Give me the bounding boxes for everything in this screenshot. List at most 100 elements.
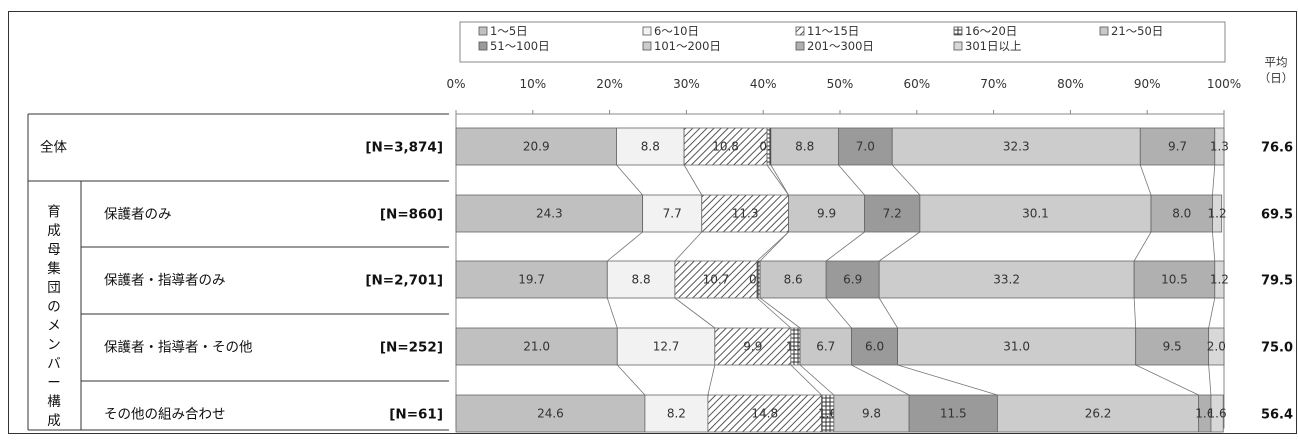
data-label: 21.0	[523, 340, 550, 354]
data-label: 24.6	[537, 407, 564, 421]
data-label: 1.2	[1210, 273, 1229, 287]
data-label: 11.5	[940, 407, 967, 421]
data-label: 33.2	[993, 273, 1020, 287]
row-n: [N=61]	[389, 407, 443, 423]
series-connector	[878, 297, 898, 329]
bar-segment	[919, 194, 1152, 233]
data-label: 7.7	[663, 207, 682, 221]
legend-swatch	[642, 41, 652, 51]
bar-segment	[455, 327, 618, 366]
bar-segment	[616, 127, 685, 166]
legend-swatch	[953, 41, 963, 51]
data-label: 8.6	[784, 273, 803, 287]
series-connector	[897, 364, 998, 396]
group-label-char: 集	[47, 261, 61, 277]
avg-value: 79.5	[1261, 274, 1293, 289]
group-label-char: 構	[47, 394, 61, 410]
data-label: 26.2	[1085, 407, 1112, 421]
bar-segment	[1212, 194, 1223, 233]
bar-segment	[1214, 127, 1225, 166]
series-connector	[1133, 297, 1137, 329]
bar-segment	[788, 194, 865, 233]
legend-swatch	[795, 26, 805, 36]
bar-segment	[642, 194, 703, 233]
outer-frame	[8, 11, 1297, 434]
group-label-char: メ	[47, 318, 61, 334]
group-label-char: バ	[47, 356, 61, 372]
legend-label: 101〜200日	[654, 39, 721, 53]
data-label: 8.2	[667, 407, 686, 421]
bar-segment	[864, 194, 921, 233]
data-label: 9.9	[743, 340, 762, 354]
row-n: [N=2,701]	[365, 273, 443, 289]
series-connector	[756, 297, 792, 329]
series-connector	[770, 164, 789, 196]
bar-segment	[714, 327, 792, 366]
data-label: 1.3	[1210, 140, 1229, 154]
row-label: 保護者のみ	[104, 207, 172, 223]
avg-value: 69.5	[1261, 208, 1293, 223]
series-connector	[759, 231, 789, 262]
series-connector	[683, 164, 703, 196]
data-label: 10.7	[703, 273, 730, 287]
series-connector	[825, 297, 852, 329]
data-label: 2.0	[1207, 340, 1226, 354]
bar-segment	[455, 194, 644, 233]
bar-segment	[606, 260, 676, 299]
bar-segment	[1135, 327, 1210, 366]
group-label-char: ン	[47, 337, 61, 353]
data-label: 24.3	[536, 207, 563, 221]
x-tick-label: 50%	[827, 77, 854, 91]
x-tick-label: 40%	[750, 77, 777, 91]
legend-swatch	[1099, 26, 1109, 36]
group-label-char: 成	[47, 223, 61, 239]
legend-label: 6〜10日	[654, 24, 699, 38]
legend-swatch	[795, 41, 805, 51]
bar-segment	[455, 394, 646, 433]
group-label-char: の	[47, 299, 61, 315]
series-connector	[616, 364, 646, 396]
data-label: 6.0	[865, 340, 884, 354]
data-label: 1.6	[818, 407, 837, 421]
group-label-char: 団	[47, 280, 61, 296]
avg-value: 75.0	[1261, 341, 1293, 356]
bar-segment	[833, 394, 910, 433]
bar-segment	[997, 394, 1200, 433]
avg-value: 56.4	[1261, 408, 1293, 423]
legend-swatch	[478, 26, 488, 36]
bar-segment	[897, 327, 1137, 366]
series-connector	[616, 164, 643, 196]
legend-swatch	[478, 41, 488, 51]
bar-segment	[759, 260, 827, 299]
data-label: 9.5	[1163, 340, 1182, 354]
bar-segment	[683, 127, 768, 166]
legend-label: 11〜15日	[807, 24, 859, 38]
bar-segment	[455, 127, 617, 166]
data-label: 9.8	[862, 407, 881, 421]
data-label: 19.7	[518, 273, 545, 287]
x-tick-label: 70%	[980, 77, 1007, 91]
x-tick-label: 60%	[903, 77, 930, 91]
row-label: その他の組み合わせ	[104, 407, 226, 423]
group-label-char: 育	[47, 204, 61, 220]
series-connector	[674, 297, 716, 329]
data-label: 7.0	[856, 140, 875, 154]
data-label: 1.2	[1208, 207, 1227, 221]
bar-segment	[701, 194, 789, 233]
data-label: 6.9	[843, 273, 862, 287]
data-label: 10.5	[1161, 273, 1188, 287]
x-tick-label: 20%	[596, 77, 623, 91]
bar-segment	[1210, 394, 1224, 433]
x-tick-label: 0%	[446, 77, 465, 91]
bar-segment	[674, 260, 758, 299]
data-label: 8.8	[632, 273, 651, 287]
data-label: 1.6	[1195, 407, 1214, 421]
legend-label: 1〜5日	[490, 24, 528, 38]
data-label: 9.7	[1168, 140, 1187, 154]
row-n: [N=252]	[380, 340, 443, 356]
x-tick-label: 90%	[1134, 77, 1161, 91]
data-label: 9.9	[817, 207, 836, 221]
data-label: 20.9	[523, 140, 550, 154]
